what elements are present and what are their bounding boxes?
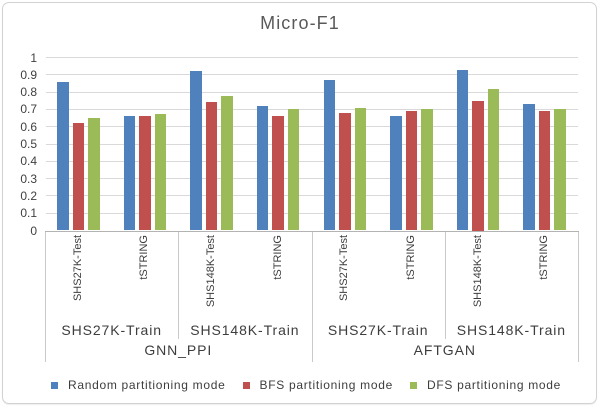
legend-item-bfs: BFS partitioning mode	[242, 378, 393, 392]
bar-random-3	[190, 71, 202, 231]
x-axis-label-test-set: SHS27K-Test	[71, 235, 84, 302]
legend-item-random: Random partitioning mode	[50, 378, 226, 392]
gridline	[45, 74, 578, 76]
y-axis-tick-label: 1	[30, 50, 37, 65]
legend-swatch-bfs	[242, 381, 250, 389]
axis-separator	[178, 231, 180, 339]
gridline	[45, 91, 578, 93]
gridline	[45, 108, 578, 110]
bar-random-5	[323, 79, 336, 231]
bar-dfs-3	[221, 95, 233, 231]
y-axis-tick-label: 0.5	[20, 137, 37, 151]
x-axis-line	[45, 230, 579, 232]
bar-dfs-4	[287, 109, 300, 231]
legend: Random partitioning mode BFS partitioning…	[6, 378, 600, 392]
axis-separator	[311, 231, 313, 362]
bar-bfs-7	[472, 100, 484, 231]
bar-dfs-6	[421, 109, 433, 231]
legend-swatch-dfs	[409, 381, 417, 389]
x-axis-label-model: AFTGAN	[413, 342, 476, 358]
legend-label: Random partitioning mode	[67, 378, 226, 392]
x-axis-label-test-set: tSTRING	[138, 235, 151, 280]
x-axis-label-test-set: SHS27K-Test	[338, 235, 351, 302]
y-axis-tick-label: 0.3	[20, 171, 37, 186]
x-axis-label-train-set: SHS148K-Train	[190, 322, 300, 338]
bar-random-4	[256, 105, 269, 231]
bar-dfs-7	[487, 88, 500, 231]
gridline	[45, 212, 578, 214]
x-axis-label-test-set: tSTRING	[404, 235, 417, 280]
y-axis-tick-label: 0.7	[20, 102, 37, 117]
chart-title: Micro-F1	[260, 13, 340, 33]
y-axis-tick-label: 0.8	[20, 85, 37, 100]
x-axis-label-train-set: SHS27K-Train	[327, 322, 429, 338]
bar-random-7	[456, 69, 469, 231]
axis-separator	[578, 231, 579, 362]
bar-bfs-8	[538, 111, 551, 231]
y-axis-tick-label: 0.1	[20, 206, 37, 221]
bar-dfs-1	[88, 118, 100, 231]
axis-separator	[45, 231, 46, 362]
x-axis-label-model: GNN_PPI	[144, 342, 213, 358]
x-axis-label-test-set: tSTRING	[538, 235, 551, 280]
x-axis-label-test-set: tSTRING	[271, 235, 284, 280]
gridline	[45, 160, 578, 162]
bar-random-1	[57, 81, 69, 231]
gridline	[45, 57, 578, 58]
x-axis-label-test-set: SHS148K-Test	[205, 235, 218, 308]
legend-item-dfs: DFS partitioning mode	[409, 378, 562, 392]
axis-separator	[444, 231, 446, 339]
bar-bfs-1	[72, 123, 85, 231]
legend-label: DFS partitioning mode	[426, 378, 562, 392]
y-axis-tick-label: 0.6	[20, 119, 37, 134]
y-axis-tick-label: 0	[30, 223, 37, 238]
bar-bfs-5	[339, 112, 351, 231]
y-axis-tick-label: 0.4	[20, 154, 37, 169]
bar-random-8	[523, 104, 535, 231]
x-axis-label-test-set: SHS148K-Test	[471, 235, 484, 308]
gridline	[45, 178, 578, 180]
bar-dfs-2	[154, 113, 167, 231]
bar-random-2	[123, 116, 136, 231]
gridline	[45, 126, 578, 128]
y-axis-tick-label: 0.9	[20, 67, 37, 82]
bar-dfs-8	[554, 109, 566, 231]
bar-dfs-5	[354, 107, 367, 231]
y-axis-tick-label: 0.2	[20, 188, 37, 203]
x-axis-label-train-set: SHS148K-Train	[456, 322, 566, 338]
gridline	[45, 195, 578, 197]
bar-bfs-4	[272, 116, 284, 231]
bar-random-6	[390, 116, 402, 231]
bar-bfs-2	[139, 116, 151, 231]
legend-swatch-random	[50, 381, 58, 389]
bar-bfs-3	[205, 102, 218, 231]
legend-label: BFS partitioning mode	[259, 378, 393, 392]
chart-border	[2, 2, 597, 404]
bar-bfs-6	[405, 111, 418, 231]
gridline	[45, 143, 578, 145]
x-axis-label-train-set: SHS27K-Train	[61, 322, 162, 338]
